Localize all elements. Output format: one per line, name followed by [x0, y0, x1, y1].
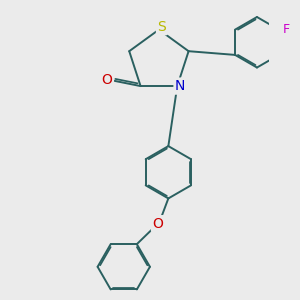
Text: O: O — [152, 217, 164, 231]
Text: N: N — [175, 79, 185, 93]
Text: F: F — [283, 23, 290, 36]
Text: S: S — [158, 20, 166, 34]
Text: O: O — [101, 73, 112, 87]
